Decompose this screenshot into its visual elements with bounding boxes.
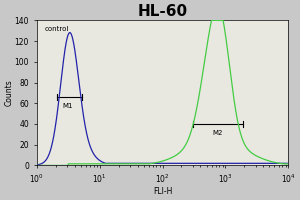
Text: M2: M2: [213, 130, 223, 136]
Title: HL-60: HL-60: [137, 4, 188, 19]
Text: M1: M1: [62, 103, 73, 109]
Text: control: control: [45, 26, 69, 32]
X-axis label: FLI-H: FLI-H: [153, 187, 172, 196]
Y-axis label: Counts: Counts: [4, 79, 13, 106]
